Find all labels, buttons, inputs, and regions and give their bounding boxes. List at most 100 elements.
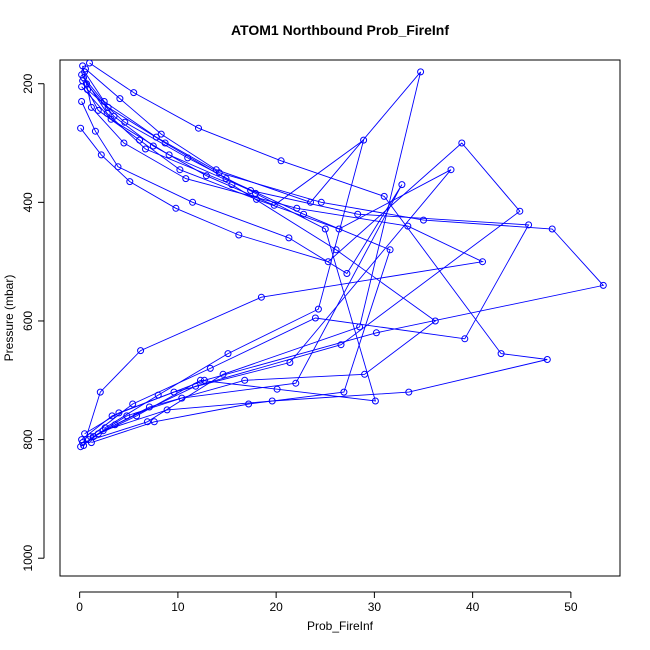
data-point [86, 60, 93, 67]
data-point [431, 317, 439, 325]
x-tick-label: 40 [466, 600, 480, 614]
x-tick-label: 30 [368, 600, 382, 614]
data-point [398, 181, 406, 189]
data-point [94, 106, 102, 114]
x-tick-label: 20 [269, 600, 283, 614]
data-point [89, 433, 97, 441]
data-point [219, 370, 227, 378]
series-line [86, 83, 365, 429]
series-line [80, 127, 521, 426]
series-8 [77, 124, 524, 429]
data-point [165, 151, 173, 159]
data-point [108, 412, 116, 420]
data-point [277, 157, 285, 165]
data-point [332, 246, 340, 254]
series-11 [84, 86, 379, 441]
data-point [335, 225, 343, 233]
x-tick-label: 10 [171, 600, 185, 614]
series-2 [78, 68, 607, 444]
data-point [197, 376, 204, 384]
data-point [79, 439, 87, 447]
data-point [96, 388, 104, 396]
data-point [77, 124, 85, 132]
data-point [84, 86, 91, 94]
data-point [126, 178, 134, 186]
data-point [372, 329, 380, 337]
data-point [447, 166, 455, 174]
data-point [178, 394, 186, 402]
data-point [317, 198, 325, 206]
data-point [77, 443, 85, 451]
data-point [161, 139, 169, 147]
x-axis-label: Prob_FireInf [307, 619, 374, 633]
data-point [404, 222, 412, 230]
y-tick-label: 600 [21, 311, 35, 331]
data-point [241, 376, 249, 384]
series-line [83, 77, 437, 435]
data-point [354, 210, 362, 218]
data-point [285, 234, 293, 242]
data-point [78, 98, 86, 105]
data-point [314, 305, 322, 313]
x-axis: 0 10 20 30 40 50 [76, 591, 578, 614]
data-point [479, 258, 486, 266]
data-point [224, 350, 232, 358]
data-point [163, 406, 171, 414]
data-point [142, 145, 149, 153]
data-point [114, 163, 122, 171]
data-point [307, 198, 314, 206]
series-3 [78, 83, 533, 441]
series-5 [80, 74, 439, 438]
data-point [599, 281, 607, 289]
data-point [206, 364, 214, 372]
data-point [172, 204, 180, 212]
data-point [356, 323, 364, 331]
series-line [81, 101, 403, 440]
data-point [157, 130, 165, 138]
data-point [130, 89, 138, 97]
data-point [343, 270, 351, 277]
x-tick-label: 50 [564, 600, 578, 614]
data-point [286, 359, 294, 366]
plot-area [77, 60, 607, 451]
series-line [82, 65, 484, 446]
data-point [143, 418, 151, 426]
data-point [136, 136, 144, 144]
data-point [91, 127, 99, 135]
y-tick-label: 1000 [21, 545, 35, 572]
data-point [115, 409, 123, 417]
data-point [149, 142, 157, 150]
data-point [548, 225, 556, 233]
data-point [525, 221, 533, 229]
series-10 [79, 77, 455, 438]
x-tick-label: 0 [76, 600, 83, 614]
data-point [461, 335, 469, 343]
data-point [195, 124, 202, 132]
series-line [81, 74, 391, 444]
data-point [222, 175, 230, 183]
data-point [176, 166, 184, 174]
series-12 [78, 71, 394, 447]
series-7 [78, 98, 406, 444]
data-point [311, 314, 319, 322]
series-line [80, 62, 548, 448]
data-point [380, 192, 388, 200]
data-point [292, 379, 300, 387]
y-tick-label: 200 [21, 73, 35, 93]
series-4 [77, 60, 551, 451]
series-line [82, 80, 452, 435]
data-point [257, 293, 265, 301]
data-point [360, 136, 368, 144]
data-point [300, 210, 308, 218]
data-point [321, 225, 329, 233]
data-point [120, 139, 128, 147]
data-point [405, 388, 413, 396]
data-point [129, 400, 137, 408]
data-point [87, 439, 95, 447]
y-axis: 200 400 600 800 1000 [21, 73, 45, 572]
series-line [81, 86, 530, 437]
data-point [87, 103, 95, 111]
data-point [121, 118, 129, 126]
data-point [420, 216, 427, 224]
